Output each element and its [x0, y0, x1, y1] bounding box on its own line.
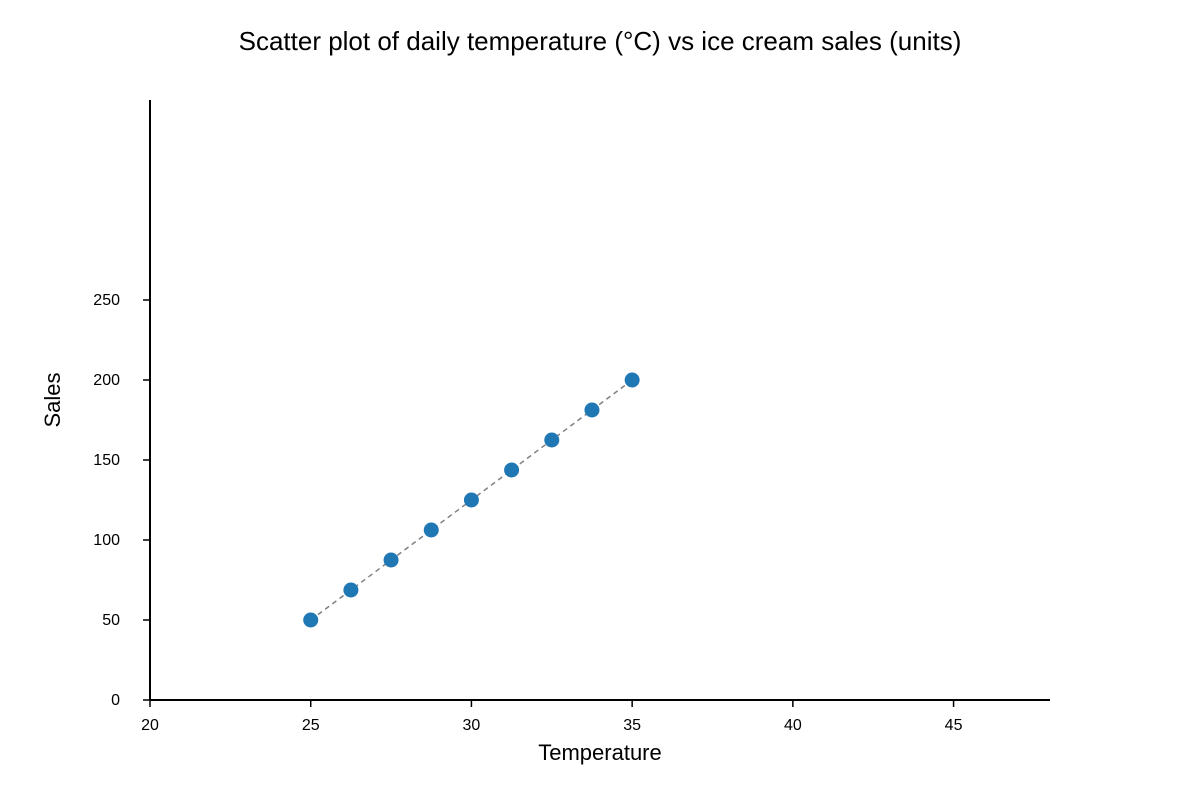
data-point — [343, 582, 359, 598]
data-point — [303, 612, 319, 628]
y-tick-label: 200 — [93, 372, 120, 389]
x-axis-label: Temperature — [538, 740, 662, 765]
data-point — [423, 522, 439, 538]
chart-title: Scatter plot of daily temperature (°C) v… — [239, 26, 962, 56]
data-point — [584, 402, 600, 418]
data-point — [504, 462, 520, 478]
x-tick-label: 35 — [623, 717, 641, 734]
x-tick-label: 30 — [463, 717, 481, 734]
x-tick-label: 25 — [302, 717, 320, 734]
y-axis-label: Sales — [40, 372, 65, 427]
y-tick-label: 150 — [93, 452, 120, 469]
x-axis-ticks: 20 25 30 35 40 45 — [141, 700, 963, 734]
plot-area: 20 25 30 35 40 45 0 50 100 150 200 250 — [93, 100, 1050, 734]
data-point — [383, 552, 399, 568]
y-tick-label: 50 — [102, 612, 120, 629]
x-tick-label: 45 — [945, 717, 963, 734]
y-tick-label: 0 — [111, 692, 120, 709]
y-tick-label: 100 — [93, 532, 120, 549]
x-tick-label: 20 — [141, 717, 159, 734]
y-tick-label: 250 — [93, 292, 120, 309]
data-point — [624, 372, 640, 388]
data-point — [544, 432, 560, 448]
y-axis-ticks: 0 50 100 150 200 250 — [93, 292, 150, 709]
x-tick-label: 40 — [784, 717, 802, 734]
data-points — [303, 372, 640, 628]
data-point — [463, 492, 479, 508]
